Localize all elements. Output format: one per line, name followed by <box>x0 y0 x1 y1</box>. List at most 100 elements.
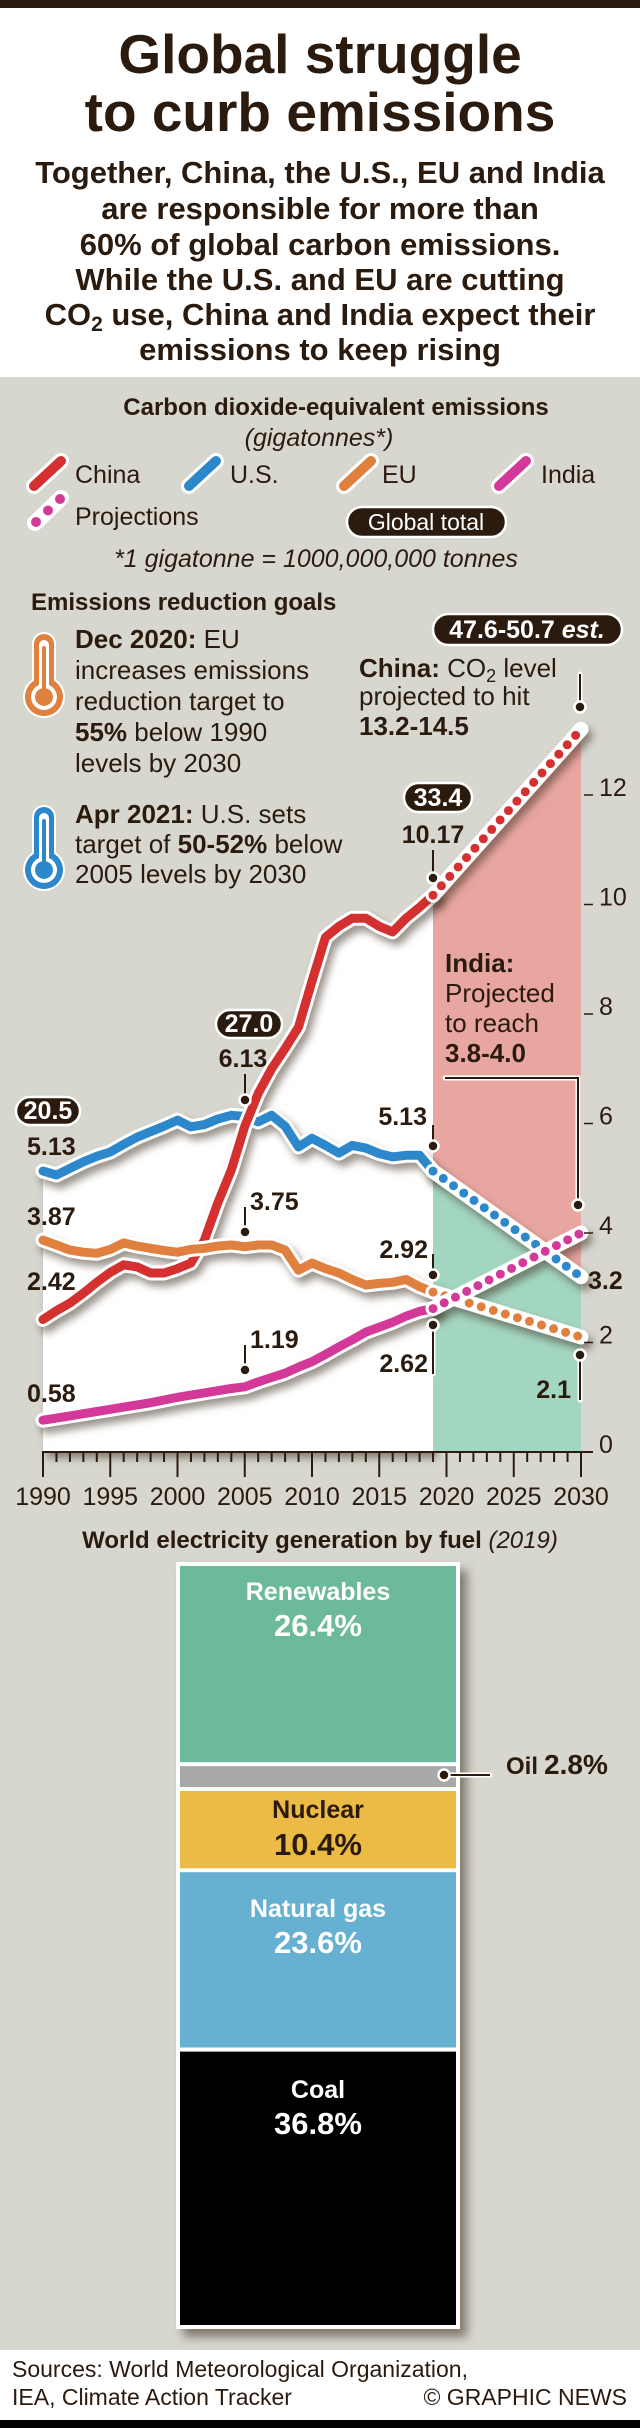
eu-goal-text: below 1990 <box>127 717 267 747</box>
legend-item-us: U.S. <box>181 453 279 494</box>
title-line-2: to curb emissions <box>85 81 556 143</box>
title-line-1: Global struggle <box>118 23 521 85</box>
emissions-reduction-goals: Emissions reduction goals Dec 2020: EU i… <box>23 589 343 891</box>
top-rule <box>0 0 640 8</box>
data-label-india-2019: 2.62 <box>379 1350 428 1378</box>
us-goal-line-1: Apr 2021: U.S. sets <box>75 799 306 829</box>
value-marker <box>238 1093 252 1107</box>
header-background <box>0 0 640 377</box>
x-tick-label: 2030 <box>553 1483 609 1511</box>
plot-area-fill <box>43 895 433 1452</box>
y-tick-label: 2 <box>599 1322 613 1350</box>
legend-global-total-badge <box>345 505 508 539</box>
projection-line-u-s <box>428 1166 586 1282</box>
legend-swatch-india <box>494 456 531 491</box>
data-label-eu-2019: 2.92 <box>379 1236 428 1264</box>
bar-value-nuclear: 10.4% <box>274 1827 362 1862</box>
subtitle-line-4: While the U.S. and EU are cutting <box>75 262 564 297</box>
electricity-generation-chart: World electricity generation by fuel (20… <box>82 1527 608 2329</box>
series-lines <box>35 887 441 1428</box>
x-tick-label: 2000 <box>150 1483 206 1511</box>
sources-line-1: Sources: World Meteorological Organizati… <box>12 2356 468 2382</box>
y-tick-label: 12 <box>599 774 627 802</box>
value-marker <box>437 1768 451 1782</box>
eu-goal-line-5: levels by 2030 <box>75 748 241 778</box>
china-callout-text: level <box>496 653 557 683</box>
bar-chart-year: (2019) <box>482 1527 558 1554</box>
series-line-u-s <box>38 1110 438 1180</box>
bar-value-renewables: 26.4% <box>274 1608 362 1643</box>
x-tick-label: 1995 <box>82 1483 138 1511</box>
legend-item-eu: EU <box>336 453 417 494</box>
global-total-badge <box>402 781 474 814</box>
global-total-value: 20.5 <box>24 1097 73 1125</box>
global-total-badge <box>431 612 624 647</box>
data-label-us-2019: 5.13 <box>378 1103 427 1131</box>
data-label-china-1990: 2.42 <box>27 1268 76 1296</box>
us-goal-line-3: 2005 levels by 2030 <box>75 859 306 889</box>
bar-label-renewables: Renewables <box>246 1578 391 1606</box>
india-callout-line-3: to reach <box>445 1008 539 1038</box>
value-marker <box>573 700 587 714</box>
value-marker <box>238 1363 252 1377</box>
global-total-2019: 33.4 <box>402 781 474 814</box>
value-marker <box>426 1139 440 1153</box>
data-label-eu-2005: 3.75 <box>250 1188 299 1216</box>
credit: © GRAPHIC NEWS <box>423 2384 627 2410</box>
bar-chart-title-text: World electricity generation by fuel <box>82 1527 482 1554</box>
thermometer-icon <box>23 632 65 718</box>
series-line-china <box>38 890 438 1324</box>
projection-line-india <box>428 1228 586 1314</box>
global-total-note: est. <box>555 616 605 644</box>
y-tick-label: 8 <box>599 993 613 1021</box>
legend-item-global-total: Global total <box>345 505 508 539</box>
subtitle-line-6: emissions to keep rising <box>139 332 501 367</box>
x-tick-label: 1990 <box>15 1483 71 1511</box>
data-label-china-2019: 10.17 <box>402 821 465 849</box>
china-callout-range: 13.2-14.5 <box>359 711 469 741</box>
subscript-2: 2 <box>486 666 496 686</box>
subtitle-line-2: are responsible for more than <box>101 191 539 226</box>
bar-segment-nuclear <box>180 1791 456 1869</box>
bar-label-oil: Oil 2.8% <box>506 1749 608 1780</box>
bar-segments <box>180 1566 456 2325</box>
emissions-chart-header: Carbon dioxide-equivalent emissions (gig… <box>26 394 595 573</box>
chart-annotations: China: CO2 level projected to hit 13.2-1… <box>14 612 624 1127</box>
data-label-us-1990: 5.13 <box>27 1133 76 1161</box>
eu-goal-line-2: increases emissions <box>75 655 309 685</box>
bar-segment-renewables <box>180 1566 456 1763</box>
global-total-badge <box>214 1008 284 1040</box>
us-goal-line-2: target of 50-52% below <box>75 829 343 859</box>
footer-background <box>0 2350 640 2420</box>
bar-label-nuclear: Nuclear <box>272 1796 364 1824</box>
data-label-india-1990: 0.58 <box>27 1380 76 1408</box>
value-marker <box>238 1225 252 1239</box>
bar-value-coal: 36.8% <box>274 2106 362 2141</box>
legend-swatch-eu <box>339 456 376 491</box>
bottom-rule <box>0 2420 640 2428</box>
global-total-value: 33.4 <box>414 784 463 812</box>
india-callout-name: India: <box>445 948 514 978</box>
series-line-eu <box>38 1235 438 1297</box>
eu-goal-text: EU <box>196 624 239 654</box>
projection-lines <box>425 721 589 1345</box>
us-goal-target: 50-52% <box>178 829 268 859</box>
us-goal-text: target of <box>75 829 178 859</box>
legend-swatch-us <box>184 456 221 491</box>
data-label-us-2005: 6.13 <box>219 1045 268 1073</box>
legend-swatch-china <box>29 456 66 491</box>
china-callout-line-1: China: CO2 level <box>359 653 557 686</box>
eu-goal-line-1: Dec 2020: EU <box>75 624 240 654</box>
x-tick-label: 2020 <box>419 1483 475 1511</box>
global-total-value: 47.6-50.7 est. <box>449 616 605 644</box>
chart-title: Carbon dioxide-equivalent emissions <box>123 394 548 421</box>
subtitle-line-3: 60% of global carbon emissions. <box>80 227 561 262</box>
thermometer-fill <box>35 646 53 706</box>
value-marker <box>426 871 440 885</box>
data-label-eu-2030: 2.1 <box>536 1376 571 1404</box>
bar-label-natural-gas: Natural gas <box>250 1895 386 1923</box>
bar-label-coal: Coal <box>291 2076 345 2104</box>
bar-segment-coal <box>180 2051 456 2325</box>
series-line-india <box>38 1304 438 1425</box>
